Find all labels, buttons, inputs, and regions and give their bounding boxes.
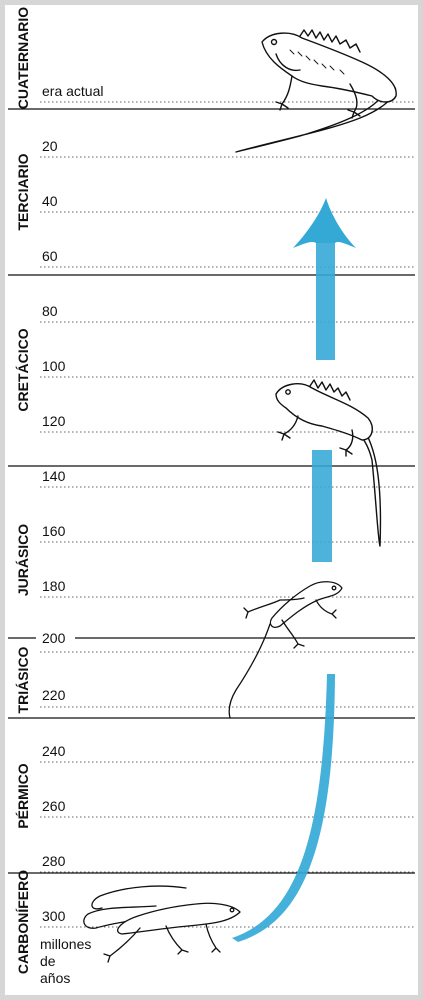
tick-label-140: 140 — [42, 468, 66, 484]
iguana-mid-eye — [285, 389, 291, 395]
tick-label-300: 300 — [42, 908, 66, 924]
era-labels: CUATERNARIO TERCIARIO CRETÁCICO JURÁSICO… — [15, 7, 31, 974]
evolution-arrow — [232, 198, 356, 942]
lizard-low-back-leg-2 — [165, 925, 189, 955]
tick-label-200: 200 — [42, 630, 66, 646]
tick-label-220: 220 — [42, 687, 66, 703]
lizard-mid-back-leg — [281, 619, 305, 649]
era-boundaries — [8, 108, 415, 874]
lizard-mid-tail — [228, 623, 271, 719]
iguana-top-scales — [289, 49, 345, 75]
arrow-stroke-lower — [232, 674, 335, 942]
iguana-top-eye — [270, 38, 278, 46]
iguana-mid-body — [275, 383, 373, 441]
era-actual-label: era actual — [42, 83, 103, 99]
tick-label-100: 100 — [42, 358, 66, 374]
lizard-low-eye — [229, 907, 235, 913]
arrow-stroke-middle — [312, 450, 332, 562]
lizard-low-tail-upper — [91, 885, 187, 910]
era-label-carbonifero: CARBONÍFERO — [15, 870, 31, 974]
era-label-cretacico: CRETÁCICO — [15, 328, 31, 411]
tick-label-20: 20 — [42, 138, 58, 154]
iguana-top-back-leg — [347, 83, 361, 119]
unit-label-line-3: años — [40, 970, 70, 986]
tick-label-120: 120 — [42, 413, 66, 429]
iguana-icon — [235, 29, 397, 153]
lizard-mid-front-leg — [315, 599, 337, 619]
iguana-top-crest — [299, 29, 361, 53]
era-label-permico: PÉRMICO — [15, 763, 31, 828]
lizard-mid-body — [269, 581, 343, 628]
tick-label-280: 280 — [42, 853, 66, 869]
unit-label-line-2: de — [40, 953, 56, 969]
iguana-mid-front-leg — [277, 415, 299, 441]
tick-label-260: 260 — [42, 798, 66, 814]
tick-label-80: 80 — [42, 303, 58, 319]
lizard-icon — [228, 581, 343, 719]
lizard-low-back-leg — [103, 927, 141, 963]
arrow-head — [293, 198, 356, 248]
lizard-low-front-leg — [205, 923, 221, 953]
iguana-icon — [275, 379, 382, 547]
unit-label-line-1: millones — [40, 936, 91, 952]
iguana-mid-crest — [309, 379, 351, 401]
era-label-jurasico: JURÁSICO — [15, 524, 31, 596]
lizard-mid-front-leg-2 — [243, 597, 305, 619]
era-label-cuaternario: CUATERNARIO — [15, 7, 31, 110]
era-label-triasico: TRIÁSICO — [15, 646, 31, 713]
arrow-stroke-upper — [316, 240, 335, 360]
tick-lines — [40, 101, 415, 928]
tick-label-40: 40 — [42, 193, 58, 209]
tick-label-160: 160 — [42, 523, 66, 539]
iguana-mid-tail — [355, 429, 382, 547]
lizard-icon — [83, 885, 241, 963]
iguana-top-tail — [235, 86, 397, 153]
iguana-mid-back-leg — [339, 429, 354, 457]
iguana-top-dewlap — [275, 53, 301, 72]
era-label-terciario: TERCIARIO — [15, 153, 31, 230]
lizard-mid-eye — [331, 585, 337, 591]
tick-label-60: 60 — [42, 248, 58, 264]
tick-labels: era actual 20 40 60 80 100 120 140 160 1… — [40, 83, 103, 986]
iguana-top-body — [261, 32, 397, 103]
tick-label-240: 240 — [42, 743, 66, 759]
iguana-top-front-leg — [275, 75, 293, 111]
tick-label-180: 180 — [42, 578, 66, 594]
lizard-low-body — [117, 902, 241, 935]
